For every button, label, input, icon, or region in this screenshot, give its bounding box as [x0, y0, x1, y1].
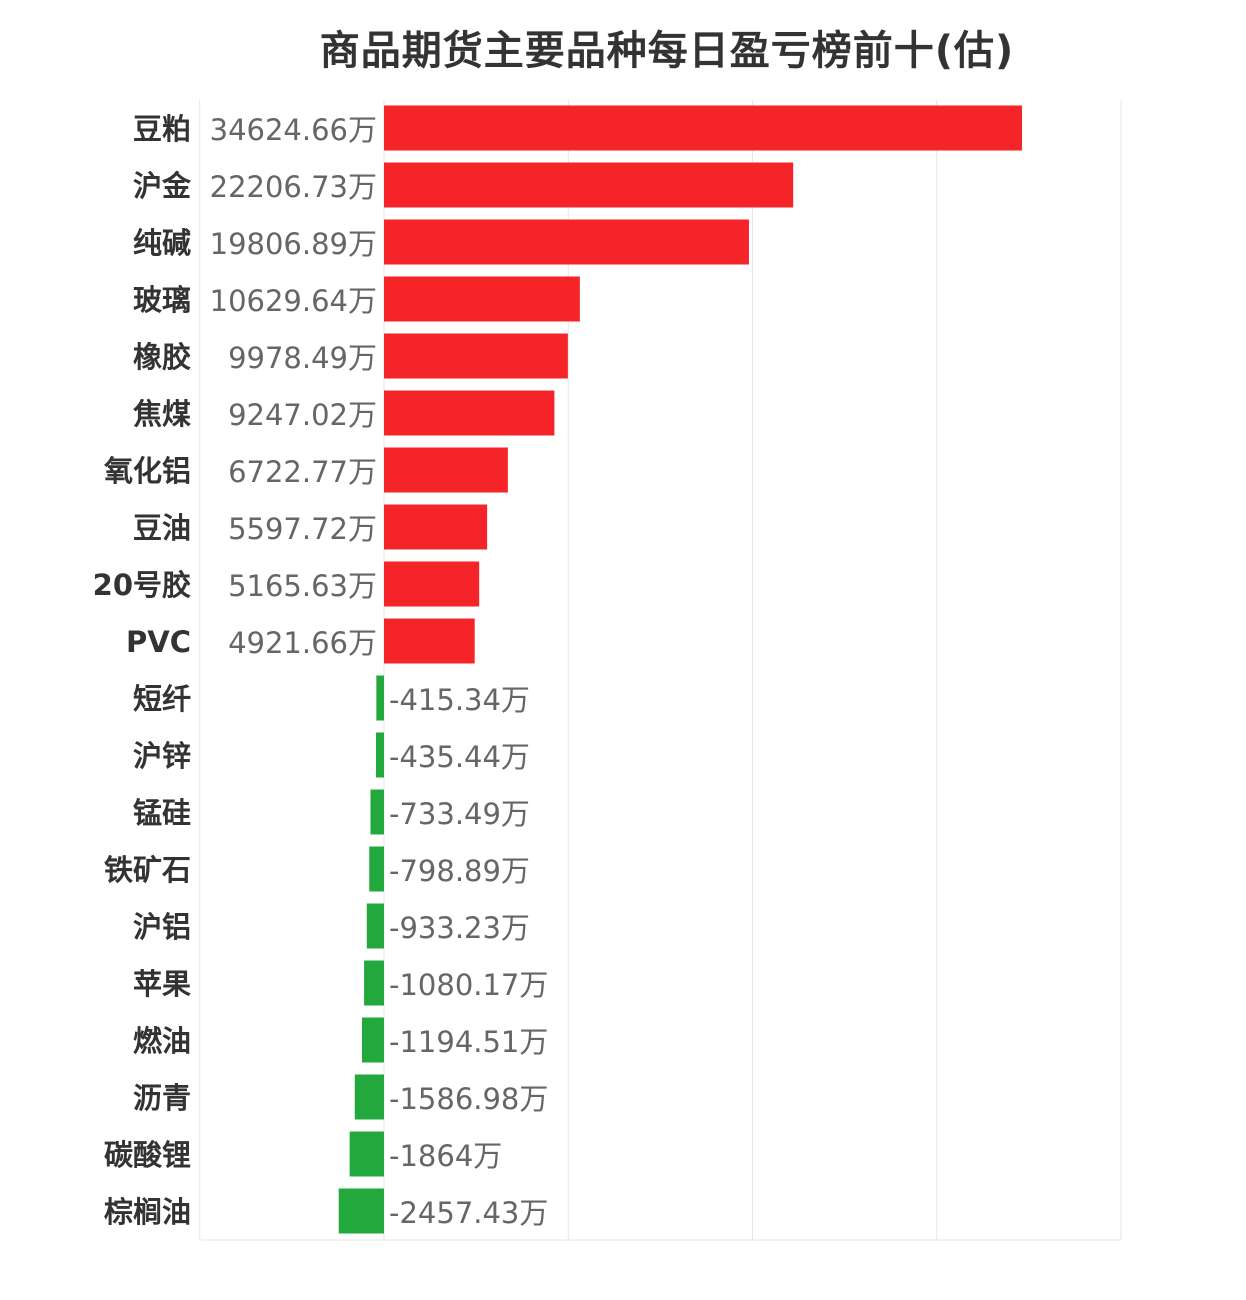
value-label: -733.49万 — [389, 797, 530, 831]
value-label: 10629.64万 — [210, 284, 377, 318]
category-label: 锰硅 — [133, 796, 191, 830]
bar-negative — [364, 960, 384, 1006]
value-label: -1586.98万 — [389, 1082, 548, 1116]
bar-negative — [354, 1074, 384, 1120]
bar-positive — [384, 618, 475, 664]
value-label: 9247.02万 — [228, 398, 377, 432]
category-label: 豆油 — [133, 511, 191, 545]
category-label: 豆粕 — [133, 112, 191, 146]
value-label: 9978.49万 — [228, 341, 377, 375]
bar-positive — [384, 276, 580, 322]
bar-negative — [376, 675, 384, 721]
bar-positive — [384, 447, 508, 493]
bar-negative — [361, 1017, 384, 1063]
value-label: -415.34万 — [389, 683, 530, 717]
category-label: 铁矿石 — [104, 853, 191, 887]
bar-negative — [369, 846, 384, 892]
value-label: -1864万 — [389, 1139, 502, 1173]
bar-positive — [384, 105, 1022, 151]
value-label: 6722.77万 — [228, 455, 377, 489]
category-label: 20号胶 — [93, 568, 191, 602]
value-label: 5597.72万 — [228, 512, 377, 546]
chart-title: 商品期货主要品种每日盈亏榜前十(估) — [319, 28, 1015, 74]
category-label: 碳酸锂 — [104, 1138, 191, 1172]
category-label: 沥青 — [133, 1081, 191, 1115]
bar-positive — [384, 162, 794, 208]
value-label: 5165.63万 — [228, 569, 377, 603]
value-label: -933.23万 — [389, 911, 530, 945]
category-label: 苹果 — [133, 967, 191, 1001]
category-label: 沪锌 — [133, 739, 191, 773]
category-label: 沪铝 — [133, 910, 191, 944]
category-label: 沪金 — [133, 169, 192, 203]
category-label: 燃油 — [133, 1024, 191, 1058]
category-label: 短纤 — [133, 682, 191, 716]
bar-negative — [366, 903, 384, 949]
category-label: PVC — [126, 625, 191, 659]
value-label: 19806.89万 — [210, 227, 377, 261]
category-label: 橡胶 — [133, 340, 191, 374]
bar-positive — [384, 504, 488, 550]
value-label: -798.89万 — [389, 854, 530, 888]
bar-negative — [375, 732, 384, 778]
bar-negative — [349, 1131, 384, 1177]
bar-positive — [384, 561, 480, 607]
bar-negative — [370, 789, 384, 835]
category-label: 纯碱 — [133, 226, 191, 260]
value-label: 22206.73万 — [210, 170, 377, 204]
value-label: -1194.51万 — [389, 1025, 548, 1059]
bar-positive — [384, 333, 568, 379]
value-label: 34624.66万 — [210, 113, 377, 147]
category-label: 棕榈油 — [104, 1195, 191, 1229]
value-label: 4921.66万 — [228, 626, 377, 660]
category-label: 氧化铝 — [103, 454, 191, 488]
value-label: -2457.43万 — [389, 1196, 548, 1230]
bar-positive — [384, 390, 555, 436]
category-label: 焦煤 — [133, 397, 191, 431]
bar-positive — [384, 219, 749, 265]
value-label: -435.44万 — [389, 740, 530, 774]
bar-negative — [338, 1188, 384, 1234]
value-label: -1080.17万 — [389, 968, 548, 1002]
category-label: 玻璃 — [133, 283, 191, 317]
